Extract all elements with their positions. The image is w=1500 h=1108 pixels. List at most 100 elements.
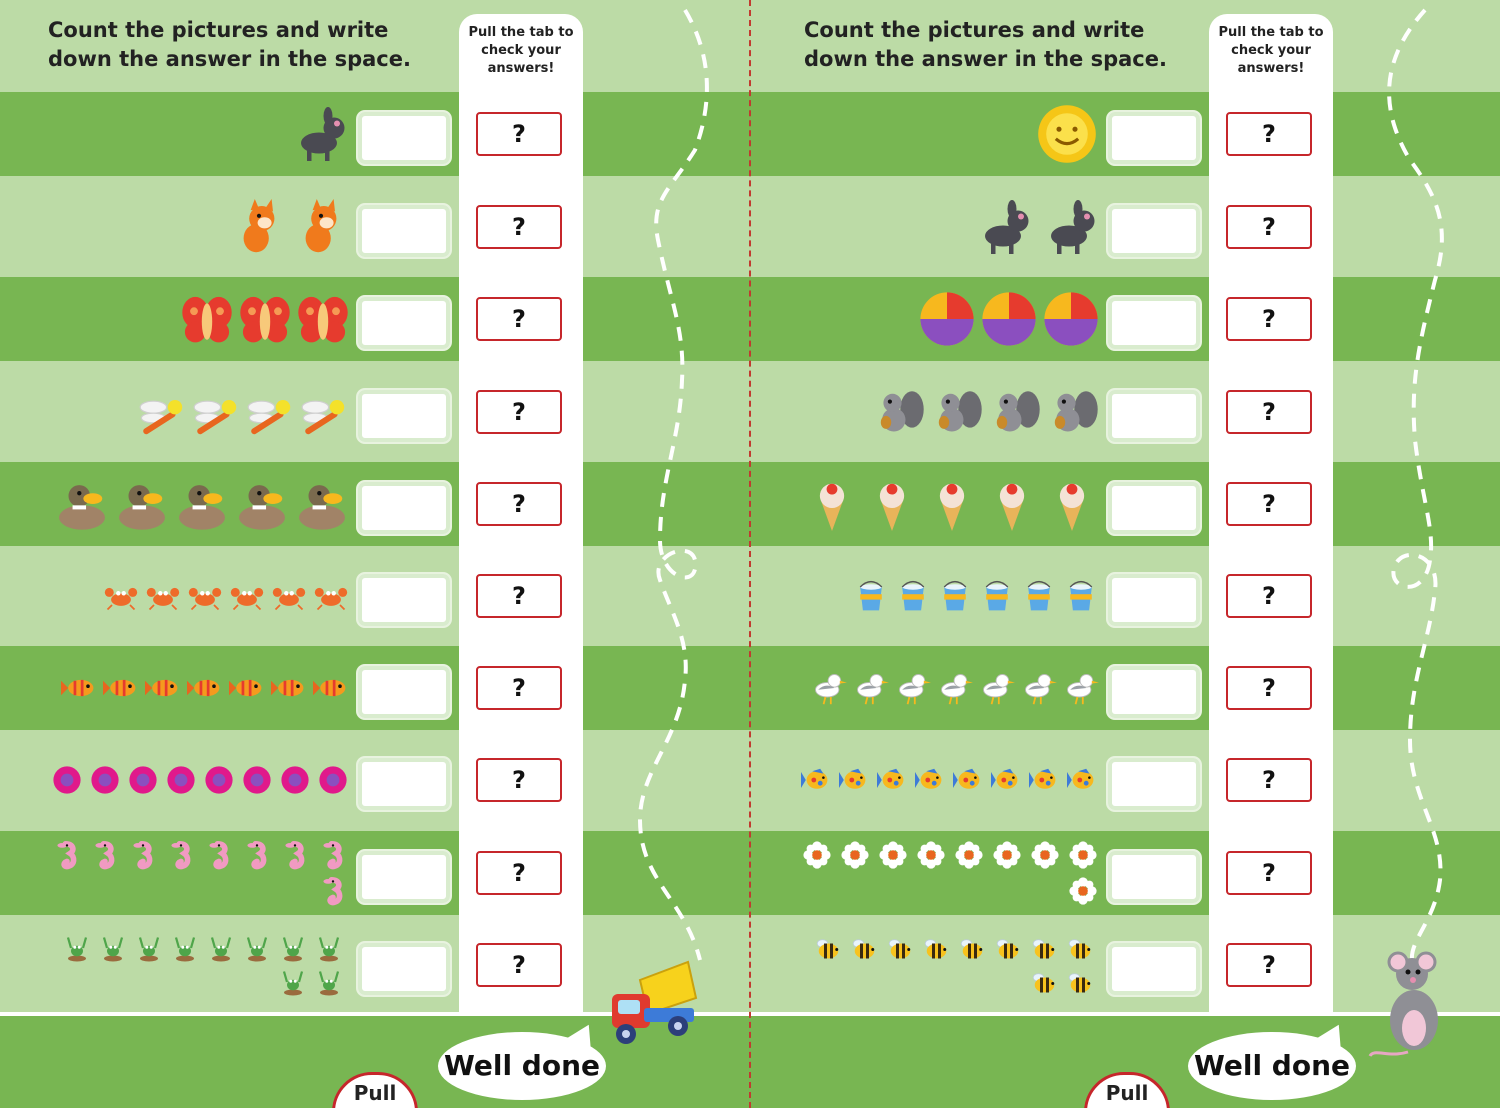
- seagull-icon: [857, 674, 889, 705]
- seahorse-icon: [323, 841, 343, 870]
- dragonfly-icon: [301, 400, 345, 435]
- frog-icon: [318, 937, 340, 962]
- daisy-icon: [879, 841, 907, 869]
- answer-input-box[interactable]: [358, 112, 450, 164]
- seahorse-icon: [133, 841, 153, 870]
- squirrel-icon: [1054, 391, 1098, 432]
- butterfly-icon: [182, 296, 232, 343]
- answer-input-box[interactable]: [358, 482, 450, 534]
- seagull-icon: [941, 674, 973, 705]
- ice-cream-icon: [1059, 483, 1085, 531]
- ice-cream-icon: [939, 483, 965, 531]
- answer-strip[interactable]: Pull the tab to check your answers! ????…: [459, 14, 583, 1014]
- flower-icon: [53, 766, 81, 794]
- frog-icon: [282, 937, 304, 962]
- picture-group: [770, 277, 1105, 361]
- count-row-dog: [0, 92, 750, 176]
- hidden-answer-box: ?: [476, 390, 562, 434]
- answer-input-box[interactable]: [358, 574, 450, 626]
- hidden-answer-box: ?: [476, 943, 562, 987]
- count-row-bucket: [750, 554, 1500, 638]
- answer-input-box[interactable]: [1108, 205, 1200, 257]
- answer-input-box[interactable]: [358, 297, 450, 349]
- left-page: Count the pictures and write down the an…: [0, 0, 750, 1108]
- duck-icon: [179, 485, 225, 530]
- hidden-answer-box: ?: [1226, 205, 1312, 249]
- count-row-seagull: [750, 646, 1500, 730]
- bee-icon: [960, 939, 983, 959]
- duck-icon: [119, 485, 165, 530]
- daisy-icon: [841, 841, 869, 869]
- hidden-answer-box: ?: [476, 205, 562, 249]
- bee-icon: [1032, 973, 1055, 993]
- answer-input-box[interactable]: [1108, 112, 1200, 164]
- bucket-icon: [985, 580, 1009, 611]
- squirrel-icon: [996, 391, 1040, 432]
- answer-input-box[interactable]: [358, 943, 450, 995]
- flower-icon: [243, 766, 271, 794]
- hidden-answer-box: ?: [1226, 390, 1312, 434]
- answer-input-box[interactable]: [358, 758, 450, 810]
- answer-input-box[interactable]: [358, 851, 450, 903]
- answer-strip[interactable]: Pull the tab to check your answers! ????…: [1209, 14, 1333, 1014]
- truck-icon: [612, 960, 698, 1044]
- instruction-text: Count the pictures and write down the an…: [804, 18, 1167, 71]
- hidden-answer-box: ?: [1226, 943, 1312, 987]
- frog-icon: [246, 937, 268, 962]
- answer-input-box[interactable]: [1108, 666, 1200, 718]
- hidden-answer-box: ?: [1226, 482, 1312, 526]
- answer-input-box[interactable]: [358, 666, 450, 718]
- answer-input-box[interactable]: [358, 390, 450, 442]
- dragonfly-icon: [247, 400, 291, 435]
- ice-cream-icon: [819, 483, 845, 531]
- flower-icon: [129, 766, 157, 794]
- daisy-icon: [803, 841, 831, 869]
- bee-icon: [1032, 939, 1055, 959]
- bucket-icon: [943, 580, 967, 611]
- answer-input-box[interactable]: [358, 205, 450, 257]
- count-row-bee: [750, 923, 1500, 1007]
- answer-input-box[interactable]: [1108, 758, 1200, 810]
- tropical-fish-icon: [839, 768, 866, 789]
- answer-input-box[interactable]: [1108, 851, 1200, 903]
- mouse-icon: [1368, 951, 1438, 1057]
- answer-input-box[interactable]: [1108, 390, 1200, 442]
- tropical-fish-icon: [1029, 768, 1056, 789]
- seahorse-icon: [247, 841, 267, 870]
- fish-icon: [145, 679, 178, 697]
- frog-icon: [102, 937, 124, 962]
- ball-icon: [1044, 292, 1098, 346]
- count-row-seahorse: [0, 831, 750, 915]
- dog-icon: [301, 107, 345, 161]
- seahorse-icon: [95, 841, 115, 870]
- picture-group: [50, 923, 350, 1007]
- frog-icon: [66, 937, 88, 962]
- picture-group: [20, 370, 355, 454]
- tropical-fish-icon: [1067, 768, 1094, 789]
- picture-group: [770, 831, 1105, 915]
- count-row-ice-cream: [750, 462, 1500, 546]
- fish-icon: [103, 679, 136, 697]
- strip-label: Pull the tab to check your answers!: [1218, 25, 1324, 76]
- fish-icon: [187, 679, 220, 697]
- answer-input-box[interactable]: [1108, 482, 1200, 534]
- butterfly-icon: [240, 296, 290, 343]
- fish-icon: [229, 679, 262, 697]
- flower-icon: [281, 766, 309, 794]
- picture-group: [770, 462, 1105, 546]
- answer-input-box[interactable]: [1108, 943, 1200, 995]
- answer-input-box[interactable]: [1108, 574, 1200, 626]
- picture-group: [770, 646, 1105, 730]
- daisy-icon: [955, 841, 983, 869]
- tropical-fish-icon: [877, 768, 904, 789]
- hidden-answer-box: ?: [1226, 666, 1312, 710]
- count-row-cat: [0, 185, 750, 269]
- picture-group: [20, 646, 355, 730]
- bee-icon: [996, 939, 1019, 959]
- daisy-icon: [993, 841, 1021, 869]
- tropical-fish-icon: [991, 768, 1018, 789]
- answer-input-box[interactable]: [1108, 297, 1200, 349]
- seahorse-icon: [57, 841, 77, 870]
- crab-icon: [104, 587, 138, 611]
- count-row-flower: [0, 738, 750, 822]
